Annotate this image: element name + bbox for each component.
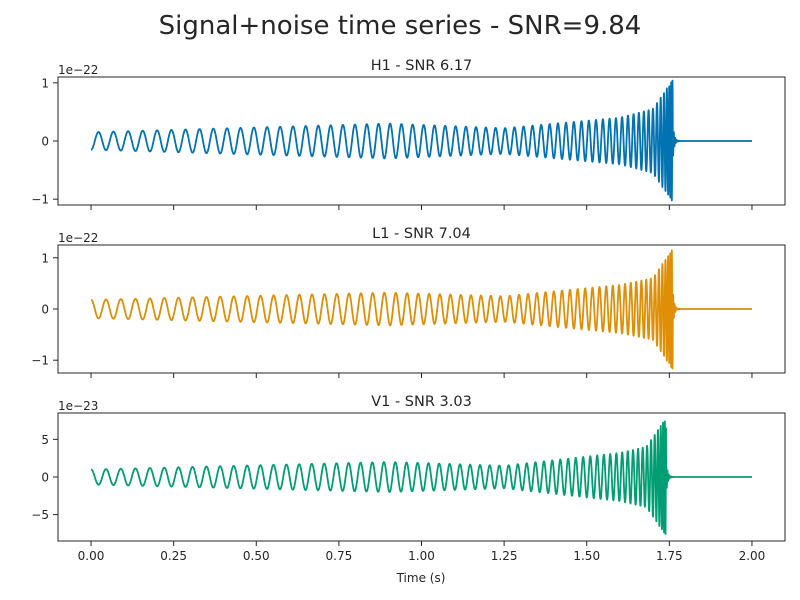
waveform-line-2 [90,249,753,370]
x-tick-label-8: 2.00 [739,549,766,563]
panel-title-1: H1 - SNR 6.17 [371,58,473,74]
y-offset-label-1: 1e−22 [58,63,98,77]
figure-title: Signal+noise time series - SNR=9.84 [159,11,642,41]
x-tick-label-5: 1.25 [491,549,518,563]
y-tick-label-2-1: 0 [41,303,49,317]
y-tick-label-3-2: 5 [41,433,49,447]
x-tick-label-3: 0.75 [326,549,353,563]
y-offset-label-2: 1e−22 [58,231,98,245]
waveform-line-3 [90,420,753,535]
y-tick-label-3-0: −5 [31,508,49,522]
panel-title-3: V1 - SNR 3.03 [371,394,472,410]
y-tick-label-2-2: 1 [41,251,49,265]
y-offset-label-3: 1e−23 [58,399,98,413]
y-tick-label-1-0: −1 [31,193,49,207]
waveform-line-1 [90,79,753,202]
x-tick-label-0: 0.00 [78,549,105,563]
x-tick-label-4: 1.00 [408,549,435,563]
x-axis-label: Time (s) [396,571,446,585]
x-tick-label-6: 1.50 [573,549,600,563]
x-tick-label-1: 0.25 [160,549,187,563]
y-tick-label-1-1: 0 [41,135,49,149]
y-tick-label-1-2: 1 [41,76,49,90]
x-tick-label-7: 1.75 [656,549,683,563]
x-tick-label-2: 0.50 [243,549,270,563]
panel-title-2: L1 - SNR 7.04 [372,226,471,242]
y-tick-label-3-1: 0 [41,471,49,485]
y-tick-label-2-0: −1 [31,354,49,368]
